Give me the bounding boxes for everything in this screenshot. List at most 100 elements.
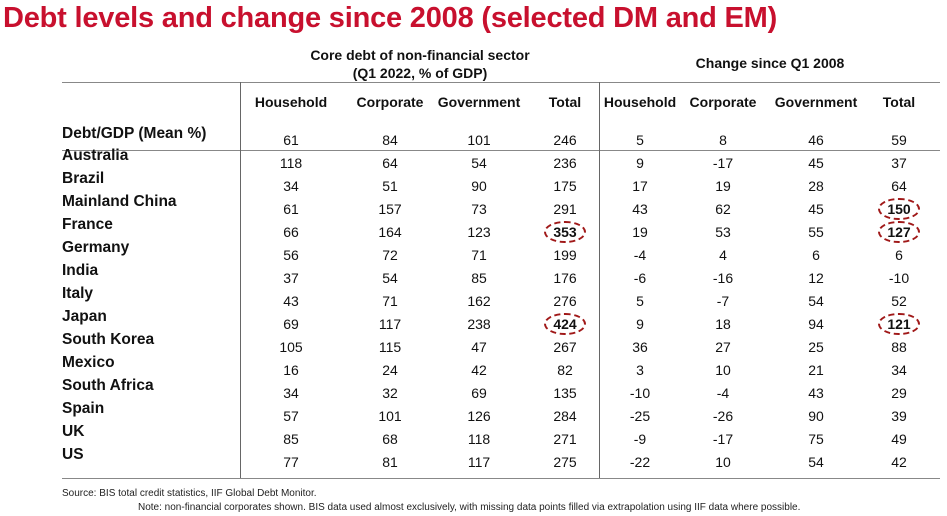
table-cell: 6 [812,247,820,263]
table-cell: 10 [715,454,731,470]
table-cell: 28 [808,178,824,194]
table-cell: 88 [891,339,907,355]
table-cell: 118 [467,431,491,447]
table-cell: 126 [467,408,491,424]
table-cell: 164 [378,224,402,240]
mean-row-rule [62,150,940,151]
table-cell: 54 [382,270,398,286]
row-label: India [62,262,99,279]
row-label: Mainland China [62,193,177,210]
table-cell: 6 [895,247,903,263]
table-cell: 43 [632,201,648,217]
table-cell: 84 [382,132,398,148]
table-cell: -26 [712,408,734,424]
row-label: Australia [62,147,129,164]
table-cell: 69 [283,316,299,332]
table-cell: 49 [891,431,907,447]
table-cell: 52 [891,293,907,309]
table-cell: 19 [632,224,648,240]
table-cell: 101 [378,408,402,424]
table-cell: 36 [632,339,648,355]
table-cell: 424 [530,313,600,335]
table-cell: 59 [891,132,907,148]
table-cell: 61 [283,201,299,217]
table-cell: 34 [283,385,299,401]
table-cell: 54 [808,454,824,470]
table-cell: -10 [888,270,910,286]
table-cell: -16 [712,270,734,286]
table-cell: 42 [891,454,907,470]
table-cell: 5 [636,293,644,309]
table-cell: 68 [382,431,398,447]
table-cell: 162 [467,293,491,309]
table-cell: 275 [553,454,577,470]
table-cell: 118 [279,155,303,171]
table-cell: 276 [553,293,577,309]
source-note: Source: BIS total credit statistics, IIF… [62,488,317,499]
row-label: Japan [62,308,107,325]
table-cell: 73 [471,201,487,217]
row-label: Mexico [62,354,115,371]
table-cell: 55 [808,224,824,240]
table-cell: 85 [471,270,487,286]
table-cell: 5 [636,132,644,148]
row-label: Debt/GDP (Mean %) [62,125,207,142]
column-header: Household [254,94,328,110]
table-cell: -17 [712,155,734,171]
table-cell: 291 [553,201,577,217]
table-cell: 69 [471,385,487,401]
row-label: US [62,446,84,463]
column-header: Household [603,94,677,110]
table-cell: 105 [279,339,303,355]
table-cell: 176 [553,270,577,286]
column-header: Government [437,94,521,110]
highlighted-value: 121 [878,313,920,335]
row-label: France [62,216,113,233]
table-cell: 34 [891,362,907,378]
top-rule [62,82,940,83]
table-cell: 37 [283,270,299,286]
table-cell: -9 [633,431,647,447]
table-cell: 27 [715,339,731,355]
table-cell: 101 [467,132,491,148]
page-title: Debt levels and change since 2008 (selec… [3,2,778,34]
table-cell: 18 [715,316,731,332]
row-label: Italy [62,285,94,302]
table-cell: -10 [629,385,651,401]
label-divider [240,82,241,478]
table-cell: 121 [864,313,934,335]
table-cell: 25 [808,339,824,355]
column-header: Corporate [689,94,757,110]
row-label: South Africa [62,377,154,394]
table-cell: 271 [553,431,577,447]
table-cell: 246 [553,132,577,148]
table-cell: 9 [636,316,644,332]
table-cell: -7 [716,293,730,309]
table-cell: 19 [715,178,731,194]
table-cell: 199 [553,247,577,263]
table-cell: 12 [808,270,824,286]
highlighted-value: 150 [878,198,920,220]
table-cell: 37 [891,155,907,171]
row-label: South Korea [62,331,155,348]
table-cell: 123 [467,224,491,240]
table-cell: -6 [633,270,647,286]
table-cell: 51 [382,178,398,194]
table-cell: 56 [283,247,299,263]
table-cell: 24 [382,362,398,378]
highlighted-value: 353 [544,221,586,243]
table-cell: 46 [808,132,824,148]
table-cell: 77 [283,454,299,470]
table-cell: 82 [557,362,573,378]
row-label: Spain [62,400,105,417]
table-cell: 81 [382,454,398,470]
table-cell: 53 [715,224,731,240]
table-cell: 57 [283,408,299,424]
table-cell: 267 [553,339,577,355]
table-cell: 32 [382,385,398,401]
table-cell: 94 [808,316,824,332]
bottom-rule [62,478,940,479]
table-cell: 127 [864,221,934,243]
table-cell: 90 [471,178,487,194]
group-divider [599,82,600,478]
